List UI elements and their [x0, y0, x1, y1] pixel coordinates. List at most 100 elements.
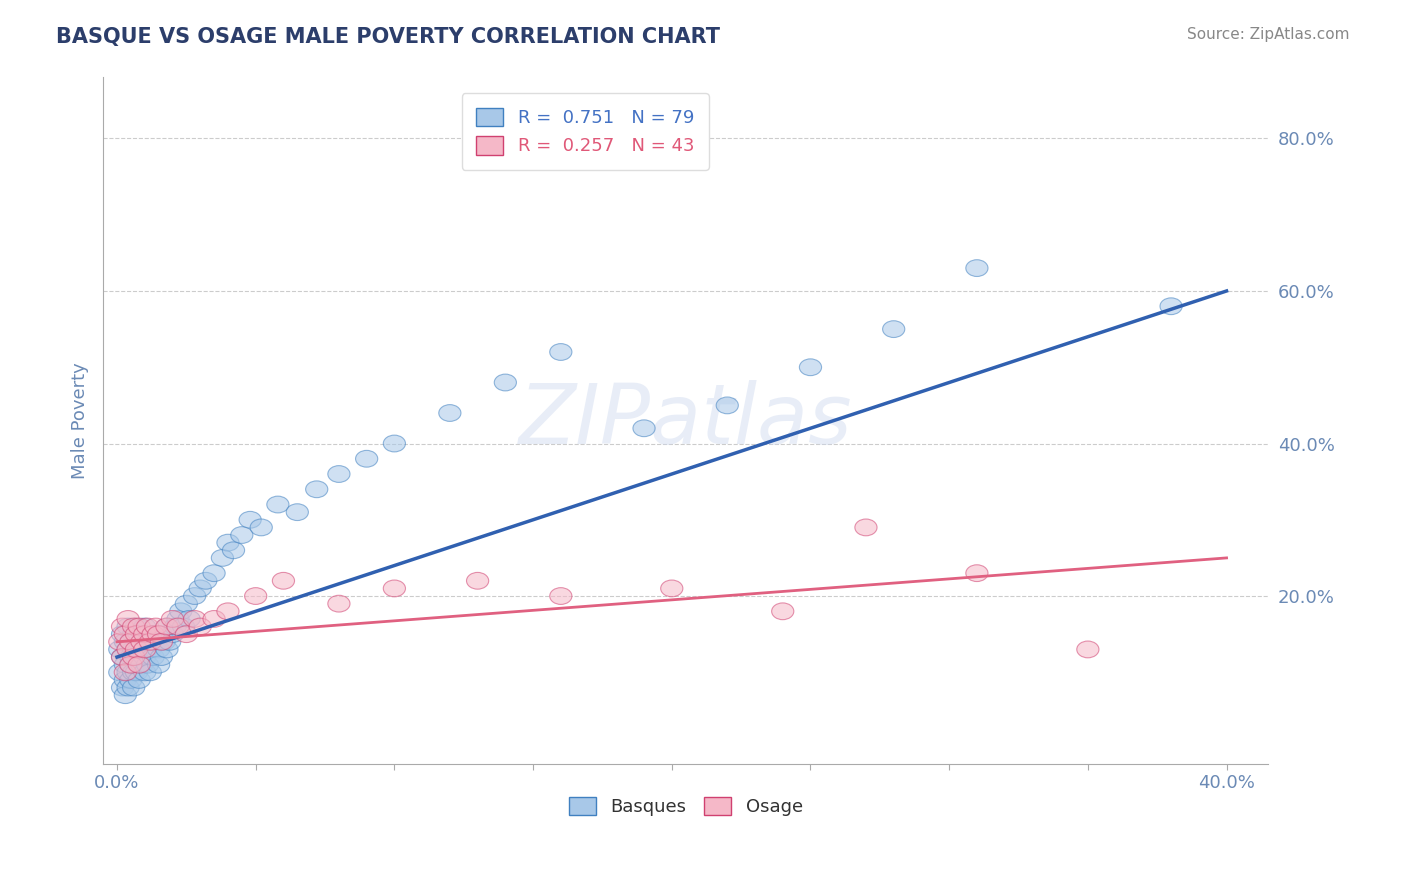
- Ellipse shape: [139, 633, 162, 650]
- Ellipse shape: [287, 504, 308, 521]
- Ellipse shape: [125, 626, 148, 642]
- Ellipse shape: [184, 610, 205, 627]
- Ellipse shape: [125, 648, 148, 665]
- Ellipse shape: [134, 641, 156, 657]
- Ellipse shape: [117, 618, 139, 635]
- Text: ZIPatlas: ZIPatlas: [519, 380, 852, 461]
- Ellipse shape: [114, 633, 136, 650]
- Ellipse shape: [217, 534, 239, 551]
- Ellipse shape: [800, 359, 821, 376]
- Ellipse shape: [245, 588, 267, 605]
- Ellipse shape: [148, 641, 170, 657]
- Ellipse shape: [716, 397, 738, 414]
- Ellipse shape: [142, 626, 165, 642]
- Ellipse shape: [131, 657, 153, 673]
- Ellipse shape: [131, 633, 153, 650]
- Ellipse shape: [134, 664, 156, 681]
- Ellipse shape: [150, 633, 173, 650]
- Ellipse shape: [162, 610, 184, 627]
- Ellipse shape: [120, 633, 142, 650]
- Ellipse shape: [148, 626, 170, 642]
- Ellipse shape: [772, 603, 794, 620]
- Text: BASQUE VS OSAGE MALE POVERTY CORRELATION CHART: BASQUE VS OSAGE MALE POVERTY CORRELATION…: [56, 27, 720, 46]
- Ellipse shape: [125, 664, 148, 681]
- Ellipse shape: [159, 633, 181, 650]
- Ellipse shape: [222, 542, 245, 558]
- Ellipse shape: [202, 610, 225, 627]
- Ellipse shape: [122, 626, 145, 642]
- Ellipse shape: [162, 626, 184, 642]
- Ellipse shape: [142, 648, 165, 665]
- Ellipse shape: [134, 626, 156, 642]
- Ellipse shape: [108, 641, 131, 657]
- Ellipse shape: [122, 679, 145, 696]
- Ellipse shape: [305, 481, 328, 498]
- Ellipse shape: [179, 610, 200, 627]
- Ellipse shape: [150, 648, 173, 665]
- Ellipse shape: [231, 526, 253, 543]
- Ellipse shape: [173, 618, 194, 635]
- Ellipse shape: [328, 466, 350, 483]
- Ellipse shape: [111, 648, 134, 665]
- Ellipse shape: [328, 595, 350, 612]
- Ellipse shape: [273, 573, 294, 590]
- Text: Source: ZipAtlas.com: Source: ZipAtlas.com: [1187, 27, 1350, 42]
- Ellipse shape: [167, 618, 190, 635]
- Ellipse shape: [145, 618, 167, 635]
- Ellipse shape: [111, 648, 134, 665]
- Ellipse shape: [114, 657, 136, 673]
- Ellipse shape: [966, 565, 988, 582]
- Ellipse shape: [122, 618, 145, 635]
- Ellipse shape: [148, 657, 170, 673]
- Ellipse shape: [136, 633, 159, 650]
- Ellipse shape: [128, 672, 150, 689]
- Ellipse shape: [550, 343, 572, 360]
- Ellipse shape: [139, 664, 162, 681]
- Ellipse shape: [156, 641, 179, 657]
- Ellipse shape: [384, 580, 405, 597]
- Ellipse shape: [495, 374, 516, 391]
- Ellipse shape: [136, 618, 159, 635]
- Ellipse shape: [117, 641, 139, 657]
- Ellipse shape: [131, 633, 153, 650]
- Ellipse shape: [855, 519, 877, 536]
- Ellipse shape: [122, 664, 145, 681]
- Ellipse shape: [122, 641, 145, 657]
- Y-axis label: Male Poverty: Male Poverty: [72, 362, 89, 479]
- Ellipse shape: [128, 657, 150, 673]
- Ellipse shape: [176, 626, 197, 642]
- Ellipse shape: [156, 618, 179, 635]
- Ellipse shape: [114, 626, 136, 642]
- Ellipse shape: [467, 573, 489, 590]
- Ellipse shape: [167, 610, 190, 627]
- Ellipse shape: [194, 573, 217, 590]
- Ellipse shape: [190, 618, 211, 635]
- Ellipse shape: [202, 565, 225, 582]
- Ellipse shape: [128, 626, 150, 642]
- Ellipse shape: [1077, 641, 1099, 657]
- Ellipse shape: [120, 633, 142, 650]
- Ellipse shape: [267, 496, 290, 513]
- Ellipse shape: [128, 618, 150, 635]
- Ellipse shape: [211, 549, 233, 566]
- Ellipse shape: [128, 641, 150, 657]
- Ellipse shape: [217, 603, 239, 620]
- Ellipse shape: [239, 511, 262, 528]
- Ellipse shape: [150, 626, 173, 642]
- Ellipse shape: [108, 633, 131, 650]
- Ellipse shape: [356, 450, 378, 467]
- Ellipse shape: [142, 626, 165, 642]
- Ellipse shape: [125, 618, 148, 635]
- Ellipse shape: [661, 580, 683, 597]
- Ellipse shape: [156, 618, 179, 635]
- Ellipse shape: [883, 321, 905, 337]
- Ellipse shape: [114, 672, 136, 689]
- Ellipse shape: [111, 626, 134, 642]
- Ellipse shape: [145, 633, 167, 650]
- Ellipse shape: [550, 588, 572, 605]
- Ellipse shape: [134, 648, 156, 665]
- Ellipse shape: [136, 657, 159, 673]
- Ellipse shape: [176, 595, 197, 612]
- Ellipse shape: [384, 435, 405, 452]
- Ellipse shape: [966, 260, 988, 277]
